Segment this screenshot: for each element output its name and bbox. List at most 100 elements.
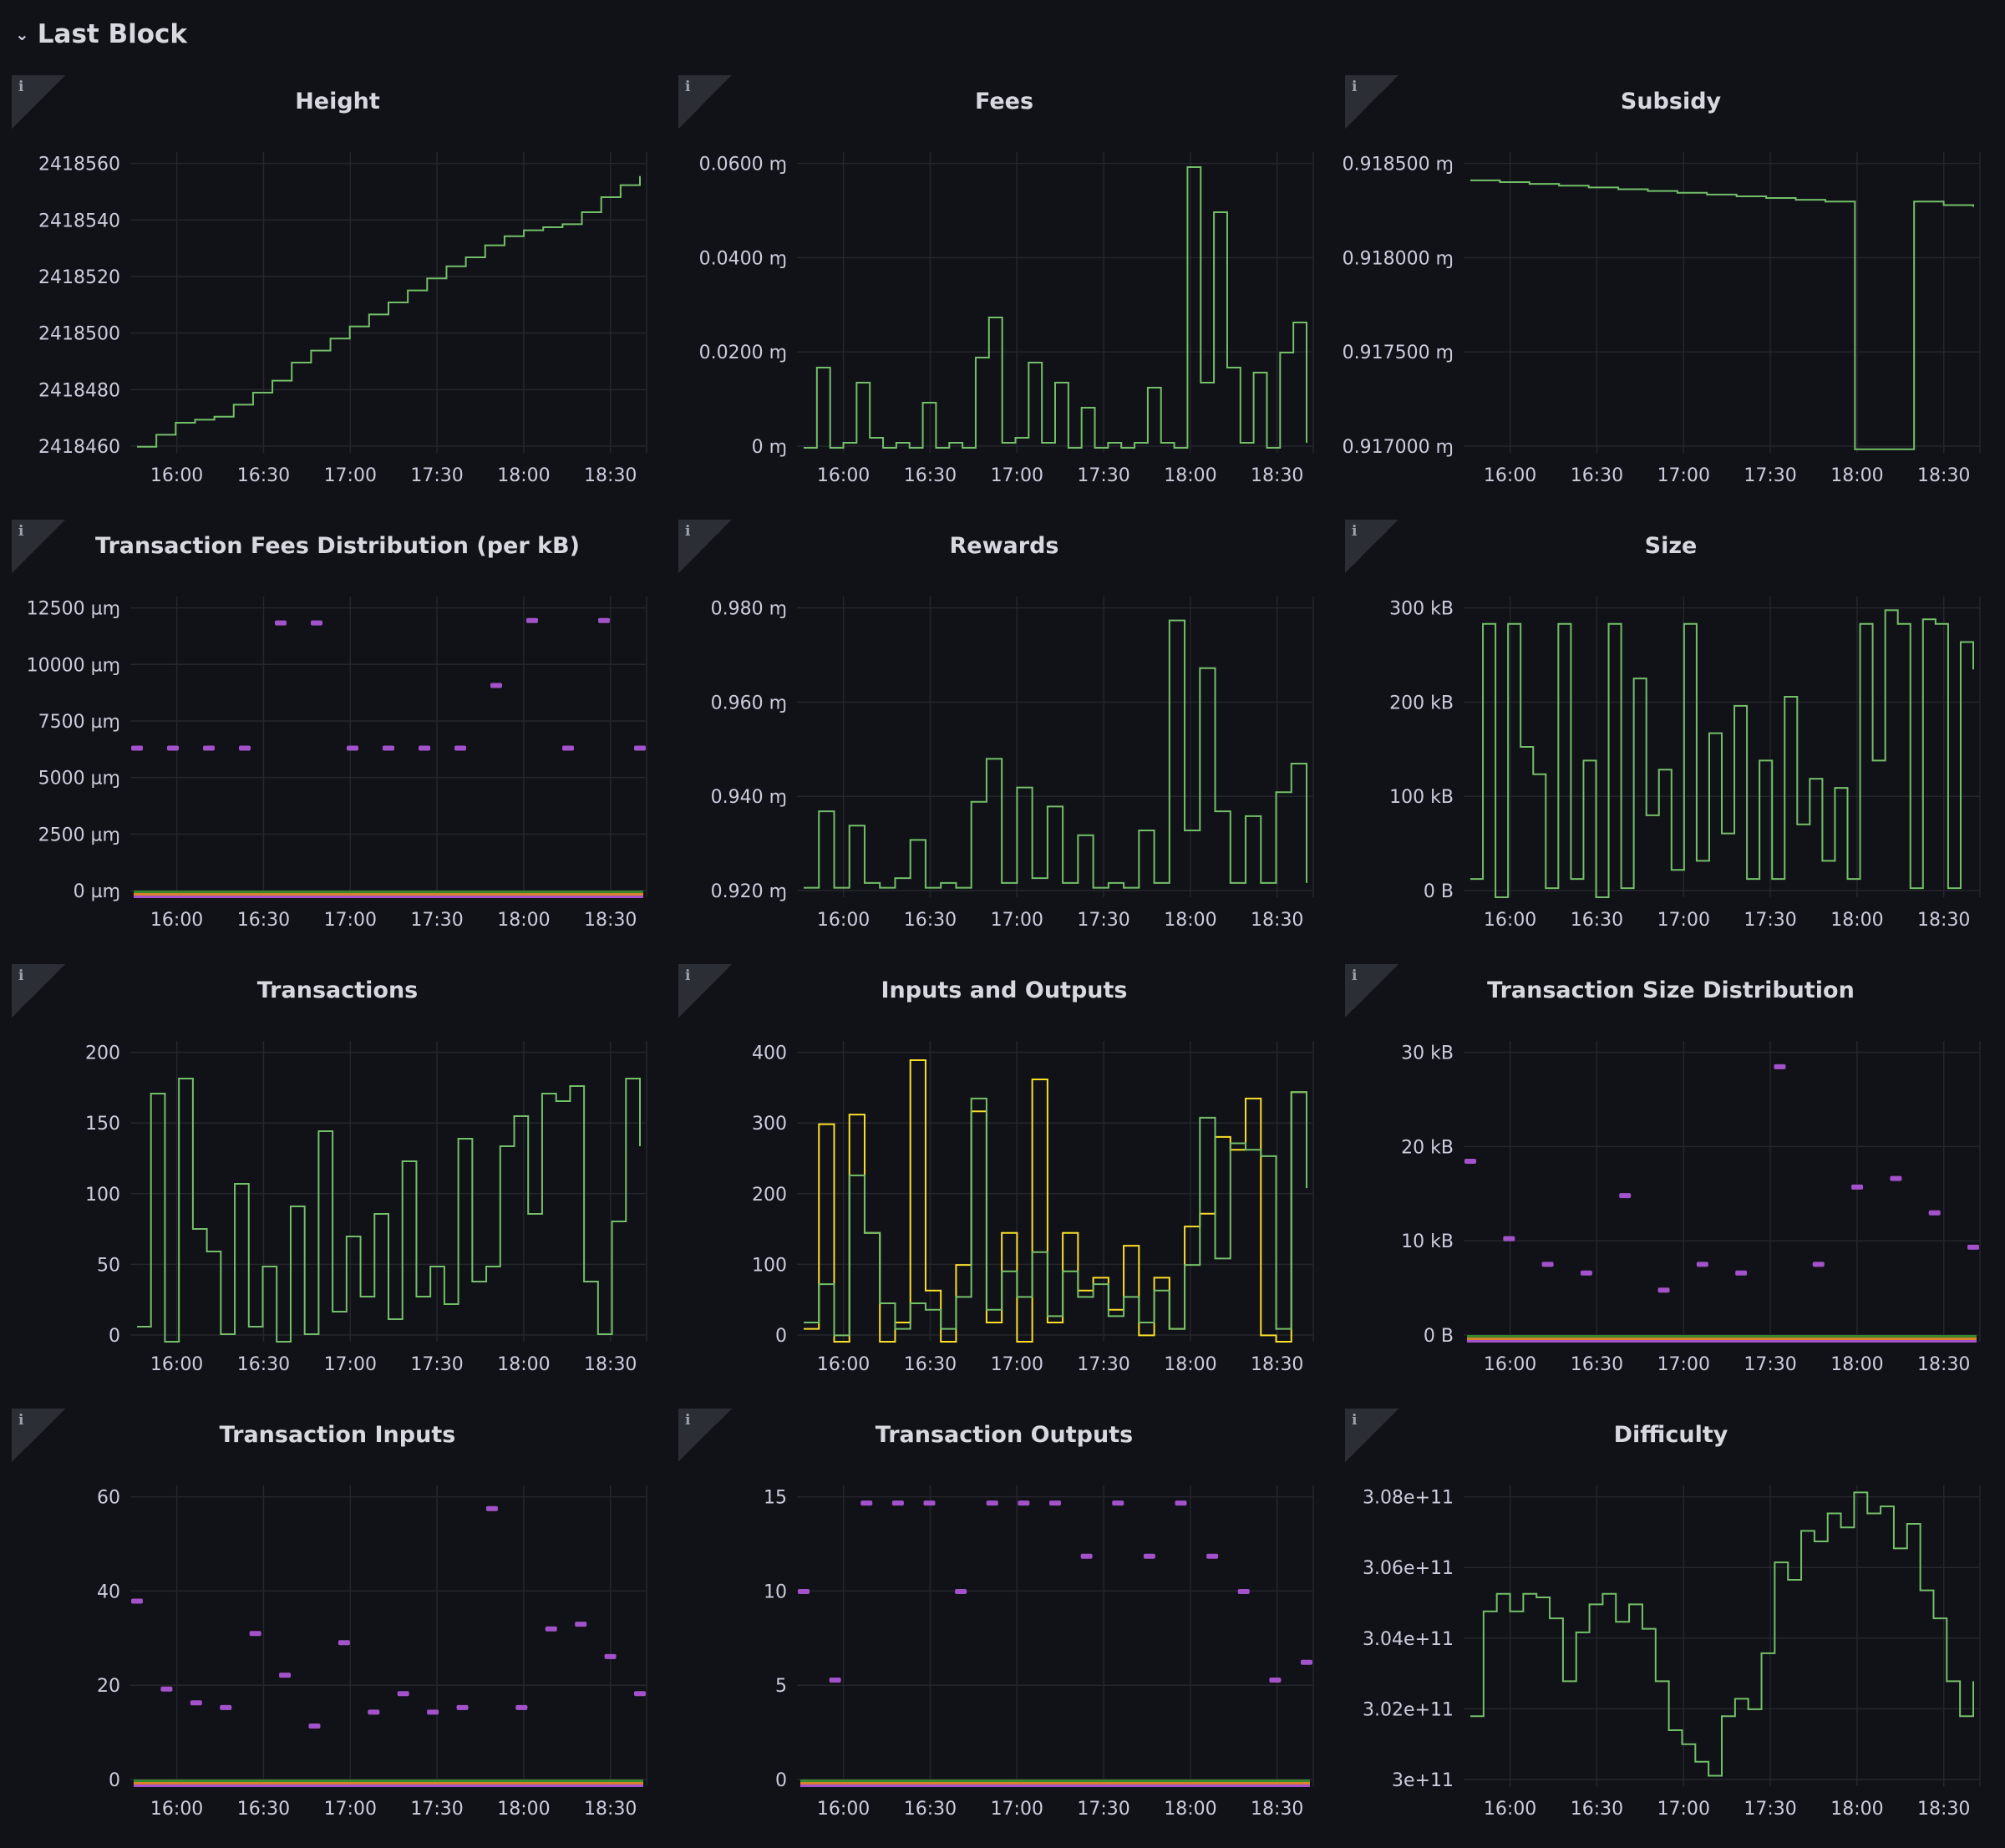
y-tick-label: 2418560	[38, 155, 120, 175]
x-tick-label: 17:00	[324, 1354, 377, 1375]
scatter-point	[1890, 1175, 1902, 1181]
x-tick-label: 18:30	[584, 910, 637, 931]
info-icon[interactable]: i	[1345, 520, 1398, 573]
info-icon[interactable]: i	[12, 1409, 65, 1462]
panel-title: Size	[1644, 533, 1698, 559]
x-tick-label: 17:30	[1744, 1354, 1796, 1375]
scatter-point	[1735, 1270, 1748, 1276]
x-tick-label: 18:00	[1164, 1354, 1216, 1375]
info-icon-glyph: i	[18, 967, 24, 984]
panel-fees[interactable]: i Fees 16:00 16:30 17:00 17:30 18:00 18:30 0 ɱ 0.…	[678, 75, 1330, 510]
scatter-point	[1143, 1553, 1155, 1559]
scatter-point	[575, 1622, 587, 1627]
panel-transactions[interactable]: i Transactions 16:00 16:30 17:00 17:30 18:00 18…	[12, 964, 663, 1399]
x-tick-label: 17:30	[410, 1799, 463, 1820]
info-icon[interactable]: i	[678, 964, 732, 1018]
series-line-outputs	[804, 1091, 1307, 1337]
y-tick-label: 3e+11	[1392, 1770, 1454, 1791]
baseline-band-orange	[800, 1782, 1310, 1785]
scatter-point	[1541, 1262, 1554, 1267]
panel-difficulty[interactable]: i Difficulty 16:00 16:30 17:00 17:30 18:00 18:3…	[1345, 1409, 1997, 1843]
x-tick-label: 18:00	[1830, 1799, 1883, 1820]
panel-title: Difficulty	[1613, 1422, 1728, 1448]
y-tick-label: 0.940 ɱ	[711, 787, 787, 808]
y-tick-label: 0.917000 ɱ	[1343, 437, 1454, 458]
scatter-point	[860, 1500, 873, 1506]
y-tick-label: 5000 µɱ	[38, 769, 120, 789]
scatter-point	[634, 1691, 646, 1697]
x-tick-label: 17:00	[324, 465, 377, 486]
y-tick-label: 60	[97, 1488, 120, 1509]
panel-transaction-size-distribution[interactable]: i Transaction Size Distribution 16:00 16:30…	[1345, 964, 1997, 1399]
x-tick-label: 16:30	[237, 1354, 290, 1375]
baseline-band-orange	[134, 1782, 643, 1785]
y-tick-label: 200 kB	[1389, 693, 1454, 713]
baseline-band-purple	[800, 1785, 1310, 1787]
y-tick-label: 30 kB	[1401, 1043, 1454, 1064]
info-icon[interactable]: i	[1345, 964, 1398, 1018]
y-tick-label: 2418520	[38, 267, 120, 288]
x-tick-label: 18:30	[584, 1354, 637, 1375]
y-tick-label: 15	[764, 1488, 787, 1509]
scatter-point	[131, 1598, 143, 1604]
x-tick-label: 18:00	[1830, 1354, 1883, 1375]
panel-title: Inputs and Outputs	[881, 977, 1128, 1003]
info-icon[interactable]: i	[678, 520, 732, 573]
x-tick-label: 17:00	[1657, 1799, 1710, 1820]
x-tick-label: 16:30	[1571, 910, 1623, 931]
x-tick-label: 18:30	[1917, 1799, 1970, 1820]
scatter-point	[1049, 1500, 1061, 1506]
chart-svg: 16:00 16:30 17:00 17:30 18:00 18:30 0 5 10 15	[764, 1485, 1314, 1820]
scatter-point	[545, 1626, 557, 1632]
x-tick-label: 18:00	[497, 465, 550, 486]
scatter-point	[829, 1677, 841, 1683]
y-tick-label: 0	[109, 1770, 120, 1791]
panel-size[interactable]: i Size 16:00 16:30 17:00 17:30 18:00 18:30 0 B 10…	[1345, 520, 1997, 954]
scatter-point	[131, 745, 143, 751]
scatter-point	[220, 1704, 232, 1710]
panel-transaction-inputs[interactable]: i Transaction Inputs 16:00 16:30 17:00 17:30 1…	[12, 1409, 663, 1843]
scatter-point	[798, 1589, 810, 1595]
scatter-point	[1812, 1262, 1825, 1267]
chevron-down-icon[interactable]: ⌄	[15, 24, 29, 44]
panel-transaction-fees-distribution-per-kb[interactable]: i Transaction Fees Distribution (per kB) 1…	[12, 520, 663, 954]
scatter-point	[485, 1505, 498, 1511]
x-tick-label: 16:30	[904, 1354, 957, 1375]
y-tick-label: 300	[752, 1114, 787, 1135]
series-line-size	[1470, 609, 1974, 898]
scatter-point	[1464, 1159, 1476, 1164]
x-tick-label: 17:00	[991, 910, 1043, 931]
chart-svg: 16:00 16:30 17:00 17:30 18:00 18:30 0 100 200 300…	[752, 1041, 1314, 1375]
x-tick-label: 18:30	[584, 1799, 637, 1820]
scatter-point	[1928, 1210, 1941, 1216]
panel-inputs-and-outputs[interactable]: i Inputs and Outputs 16:00 16:30 17:00 17:30 1…	[678, 964, 1330, 1399]
x-tick-label: 17:00	[991, 1799, 1043, 1820]
info-icon[interactable]: i	[678, 75, 732, 129]
panel-transaction-outputs[interactable]: i Transaction Outputs 16:00 16:30 17:00 17:30…	[678, 1409, 1330, 1843]
y-tick-label: 5	[775, 1676, 787, 1697]
info-icon[interactable]: i	[1345, 75, 1398, 129]
scatter-point	[1696, 1262, 1708, 1267]
x-tick-label: 18:30	[1251, 1799, 1303, 1820]
info-icon[interactable]: i	[12, 75, 65, 129]
scatter-point	[167, 745, 179, 751]
x-tick-label: 18:30	[584, 465, 637, 486]
x-tick-label: 18:00	[1164, 465, 1216, 486]
x-tick-label: 16:30	[237, 910, 290, 931]
scatter-point	[1774, 1064, 1786, 1069]
y-tick-label: 300 kB	[1389, 599, 1454, 620]
info-icon[interactable]: i	[12, 520, 65, 573]
info-icon[interactable]: i	[12, 964, 65, 1018]
scatter-point	[160, 1686, 173, 1692]
chart-svg: 16:00 16:30 17:00 17:30 18:00 18:30 0 B 100 kB 2…	[1389, 597, 1981, 931]
row-header[interactable]: ⌄ Last Block	[15, 12, 187, 57]
panel-subsidy[interactable]: i Subsidy 16:00 16:30 17:00 17:30 18:00 18:30 0.…	[1343, 75, 1997, 510]
panel-title: Transactions	[256, 977, 419, 1003]
info-icon[interactable]: i	[678, 1409, 732, 1462]
info-icon[interactable]: i	[1345, 1409, 1398, 1462]
series-line-inputs	[804, 1059, 1307, 1343]
panel-height[interactable]: i Height 16:00 16:30 17:00 17:30 18:00 18:30 241…	[12, 75, 663, 510]
y-tick-label: 400	[752, 1043, 787, 1064]
panel-rewards[interactable]: i Rewards 16:00 16:30 17:00 17:30 18:00 18:30 0.…	[678, 520, 1330, 954]
y-tick-label: 0	[109, 1326, 120, 1347]
